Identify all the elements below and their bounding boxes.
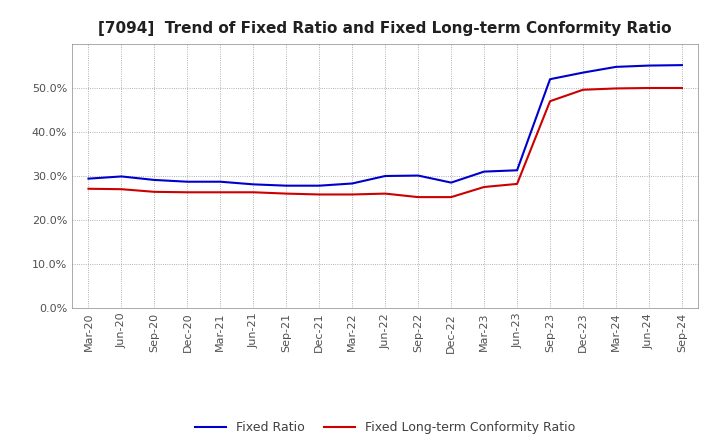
Fixed Long-term Conformity Ratio (480, 184, 488, 190)
Fixed Ratio (447, 180, 456, 185)
Fixed Ratio (678, 62, 686, 68)
Fixed Ratio (644, 63, 653, 68)
Fixed Long-term Conformity Ratio (315, 192, 323, 197)
Fixed Ratio (315, 183, 323, 188)
Line: Fixed Ratio: Fixed Ratio (89, 65, 682, 186)
Fixed Long-term Conformity Ratio (579, 87, 588, 92)
Fixed Long-term Conformity Ratio (348, 192, 356, 197)
Fixed Ratio (612, 64, 621, 70)
Title: [7094]  Trend of Fixed Ratio and Fixed Long-term Conformity Ratio: [7094] Trend of Fixed Ratio and Fixed Lo… (99, 21, 672, 36)
Fixed Ratio (249, 182, 258, 187)
Fixed Long-term Conformity Ratio (117, 187, 126, 192)
Fixed Long-term Conformity Ratio (150, 189, 158, 194)
Fixed Long-term Conformity Ratio (612, 86, 621, 91)
Fixed Ratio (480, 169, 488, 174)
Fixed Long-term Conformity Ratio (84, 186, 93, 191)
Fixed Ratio (579, 70, 588, 75)
Fixed Long-term Conformity Ratio (183, 190, 192, 195)
Fixed Ratio (381, 173, 390, 179)
Fixed Ratio (150, 177, 158, 183)
Legend: Fixed Ratio, Fixed Long-term Conformity Ratio: Fixed Ratio, Fixed Long-term Conformity … (190, 416, 580, 439)
Fixed Ratio (414, 173, 423, 178)
Fixed Long-term Conformity Ratio (546, 99, 554, 104)
Fixed Long-term Conformity Ratio (678, 85, 686, 91)
Fixed Long-term Conformity Ratio (513, 181, 521, 187)
Fixed Ratio (348, 181, 356, 186)
Line: Fixed Long-term Conformity Ratio: Fixed Long-term Conformity Ratio (89, 88, 682, 197)
Fixed Ratio (117, 174, 126, 179)
Fixed Long-term Conformity Ratio (414, 194, 423, 200)
Fixed Ratio (183, 179, 192, 184)
Fixed Ratio (84, 176, 93, 181)
Fixed Long-term Conformity Ratio (216, 190, 225, 195)
Fixed Long-term Conformity Ratio (282, 191, 291, 196)
Fixed Long-term Conformity Ratio (644, 85, 653, 91)
Fixed Ratio (216, 179, 225, 184)
Fixed Ratio (546, 77, 554, 82)
Fixed Long-term Conformity Ratio (249, 190, 258, 195)
Fixed Long-term Conformity Ratio (447, 194, 456, 200)
Fixed Ratio (513, 168, 521, 173)
Fixed Ratio (282, 183, 291, 188)
Fixed Long-term Conformity Ratio (381, 191, 390, 196)
